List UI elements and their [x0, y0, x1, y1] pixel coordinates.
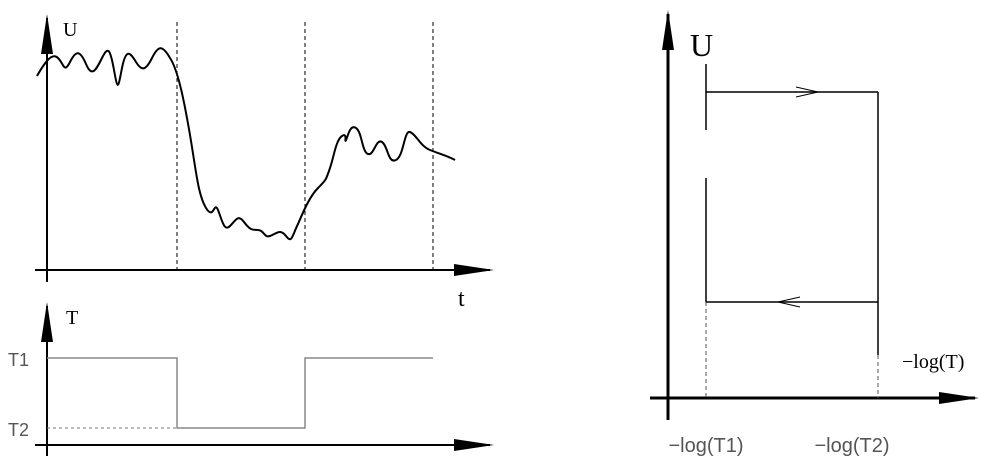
signal-curve — [36, 47, 456, 241]
dividers — [176, 22, 434, 270]
arrow — [795, 86, 819, 98]
temperature-schedule — [47, 357, 433, 429]
y-label: U — [63, 19, 78, 41]
x-label: −log(T) — [902, 351, 964, 373]
y-label: U — [690, 27, 713, 63]
hysteresis-panel: U −log(T) −log(T1) −log(T2) — [650, 10, 979, 457]
x-label: t — [458, 286, 465, 312]
level-label: T2 — [8, 420, 29, 440]
level-label: T1 — [8, 350, 29, 370]
x-mark-label: −log(T2) — [814, 435, 889, 457]
y-label: T — [66, 307, 78, 329]
x-mark-label: −log(T1) — [668, 435, 743, 457]
signal-panel: U t — [35, 14, 494, 312]
temperature-panel: T T1 T2 — [8, 302, 494, 456]
arrow — [777, 296, 801, 308]
